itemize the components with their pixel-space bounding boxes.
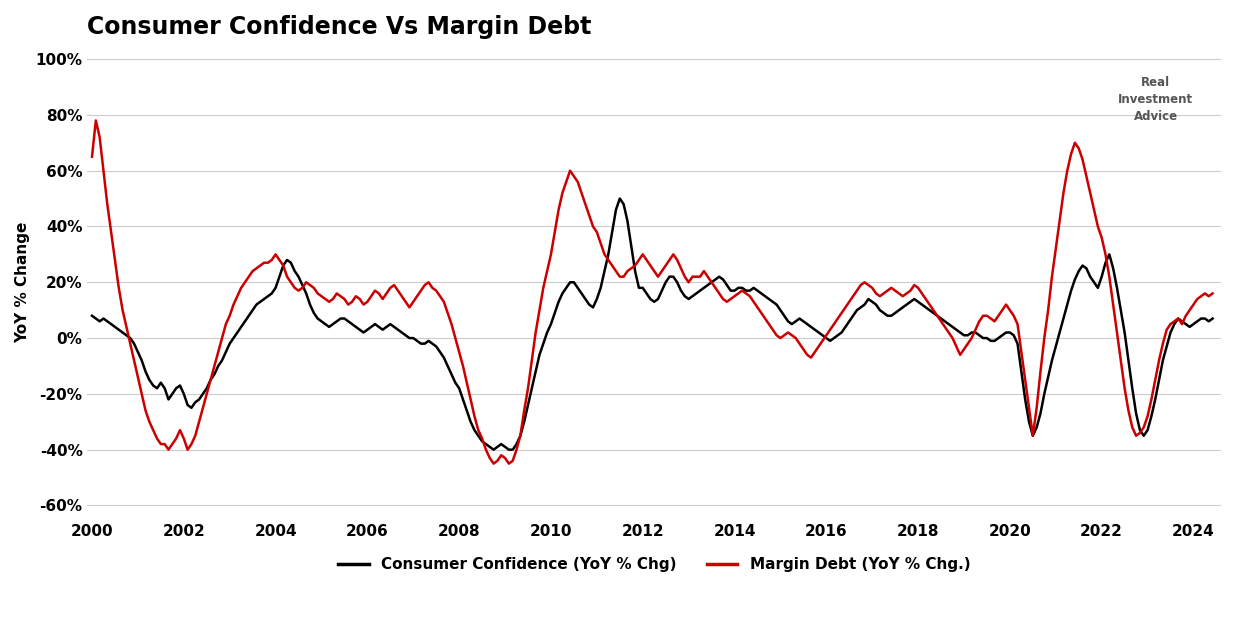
Legend: Consumer Confidence (YoY % Chg), Margin Debt (YoY % Chg.): Consumer Confidence (YoY % Chg), Margin …: [332, 551, 976, 578]
Text: Real
Investment
Advice: Real Investment Advice: [1119, 76, 1193, 123]
Y-axis label: YoY % Change: YoY % Change: [15, 222, 30, 343]
Text: Consumer Confidence Vs Margin Debt: Consumer Confidence Vs Margin Debt: [88, 15, 592, 39]
